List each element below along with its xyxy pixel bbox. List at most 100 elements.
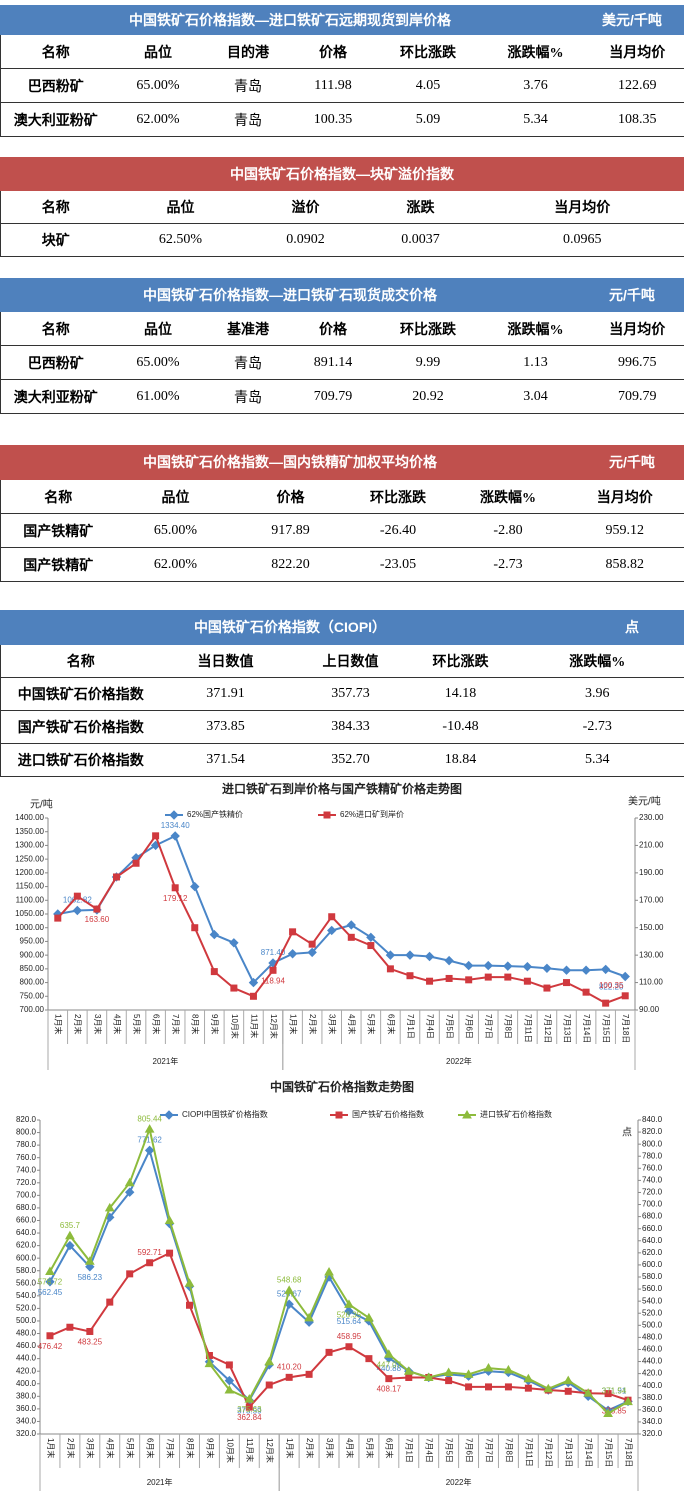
y2-tick-label: 680.0 [642, 1212, 663, 1221]
cell: 青岛 [205, 102, 291, 137]
cell: 3.04 [480, 379, 591, 414]
cell: -23.05 [345, 547, 451, 582]
cell: 65.00% [110, 68, 206, 103]
y-tick-label: 460.0 [16, 1341, 37, 1350]
data-point [561, 965, 572, 975]
data-point [385, 950, 396, 960]
x-tick-label: 4月末 [112, 1014, 122, 1034]
column-header: 涨跌幅% [450, 480, 566, 514]
cell: 959.12 [565, 513, 684, 548]
data-label: 526.35 [337, 1311, 362, 1320]
cell: 709.79 [590, 379, 684, 414]
data-point [345, 1343, 353, 1351]
column-header: 价格 [290, 312, 376, 346]
data-point [93, 905, 101, 913]
x-tick-label: 7月18日 [624, 1438, 633, 1467]
data-label: 375.63 [237, 1405, 262, 1414]
legend-label: CIOPI中国铁矿价格指数 [182, 1109, 268, 1119]
x-tick-label: 1月末 [54, 1014, 64, 1034]
table-block: 中国铁矿石价格指数—块矿溢价指数 名称 品位 溢价 涨跌 当月均价 块矿 62.50% 0.09… [0, 157, 684, 257]
table-row: 中国铁矿石价格指数 371.91 357.73 14.18 3.96 [0, 677, 684, 711]
x-tick-label: 9月末 [205, 1438, 215, 1458]
cell: -10.48 [410, 710, 511, 744]
data-point [403, 1366, 414, 1375]
x-tick-label: 8月末 [185, 1438, 195, 1458]
column-header: 目的港 [205, 35, 291, 69]
y-tick-label: 420.0 [16, 1366, 37, 1375]
data-point [230, 984, 238, 992]
table-block: 中国铁矿石价格指数—进口铁矿石现货成交价格 元/千吨 名称 品位 基准港 价格 环比涨跌 涨跌… [0, 278, 684, 414]
y2-tick-label: 420.0 [642, 1369, 663, 1378]
y-tick-label: 700.0 [16, 1190, 37, 1199]
data-point [386, 965, 394, 973]
data-point [405, 950, 415, 960]
x-tick-label: 7月7日 [484, 1438, 493, 1463]
x-tick-label: 7月末 [165, 1438, 175, 1458]
table-unit: 元/千吨 [609, 454, 655, 470]
data-label: 447.07 [377, 1360, 402, 1369]
data-point [65, 1230, 75, 1240]
cell: -2.80 [450, 513, 566, 548]
row-name: 澳大利亚粉矿 [0, 379, 111, 414]
data-point [583, 1388, 594, 1397]
y2-tick-label: 150.00 [639, 923, 664, 932]
x-tick-label: 2月末 [305, 1438, 315, 1458]
data-point [285, 1373, 293, 1381]
x-tick-label: 7月14日 [582, 1014, 591, 1043]
cell: 371.54 [160, 743, 291, 777]
data-point [485, 1383, 492, 1391]
x-tick-label: 7月8日 [504, 1014, 513, 1039]
data-point [483, 1363, 494, 1372]
table-title: 中国铁矿石价格指数—进口铁矿石现货成交价格 [143, 287, 437, 303]
data-point [191, 924, 199, 932]
data-point [465, 976, 473, 984]
y2-tick-label: 760.0 [642, 1163, 663, 1172]
y-tick-label: 740.0 [16, 1165, 37, 1174]
column-header: 涨跌 [360, 191, 481, 224]
data-point [308, 940, 316, 948]
y-tick-label: 480.0 [16, 1329, 37, 1338]
data-label: 118.94 [261, 976, 285, 985]
table-row: 澳大利亚粉矿 62.00% 青岛 100.35 5.09 5.34 108.35 [0, 102, 684, 137]
data-label: 562.45 [38, 1288, 63, 1297]
table-row: 进口铁矿石价格指数 371.54 352.70 18.84 5.34 [0, 743, 684, 777]
data-point [184, 1278, 195, 1287]
data-label: 805.44 [137, 1114, 162, 1123]
y-tick-label: 1000.00 [15, 923, 44, 932]
row-name: 进口铁矿石价格指数 [0, 743, 161, 777]
data-point [327, 925, 337, 936]
data-point [126, 1270, 134, 1278]
data-label: 586.23 [78, 1273, 103, 1282]
y-tick-label: 400.0 [16, 1379, 37, 1388]
data-point [45, 1277, 55, 1287]
data-point [346, 920, 356, 930]
y2-tick-label: 130.00 [639, 950, 664, 959]
x-tick-label: 11月末 [245, 1438, 255, 1462]
data-label: 410.20 [277, 1362, 302, 1371]
data-point [504, 1383, 512, 1391]
cell: -2.73 [450, 547, 566, 582]
y-tick-label: 520.0 [16, 1304, 37, 1313]
table-unit: 点 [625, 619, 639, 635]
data-point [209, 929, 220, 940]
column-header: 价格 [290, 35, 376, 69]
row-name: 国产铁精矿 [0, 513, 116, 548]
x-tick-label: 4月末 [347, 1014, 357, 1034]
data-point [623, 1396, 633, 1406]
y-tick-label: 360.0 [16, 1404, 37, 1413]
data-label: 476.42 [38, 1342, 63, 1351]
table: 名称 品位 溢价 涨跌 当月均价 块矿 62.50% 0.0902 0.0037 0.0965 [0, 191, 684, 257]
x-tick-label: 7月15日 [602, 1014, 611, 1043]
data-point [347, 933, 355, 941]
y2-tick-label: 340.0 [642, 1417, 663, 1426]
data-point [600, 964, 611, 975]
data-label: 515.64 [337, 1317, 362, 1326]
y2-tick-label: 480.0 [642, 1332, 663, 1341]
legend-marker [323, 811, 331, 819]
x-tick-label: 7月4日 [425, 1438, 434, 1463]
cell: 996.75 [590, 345, 684, 380]
y-tick-label: 380.0 [16, 1391, 37, 1400]
data-point [289, 928, 297, 936]
data-point [204, 1358, 215, 1368]
cell: 0.0965 [480, 223, 684, 257]
